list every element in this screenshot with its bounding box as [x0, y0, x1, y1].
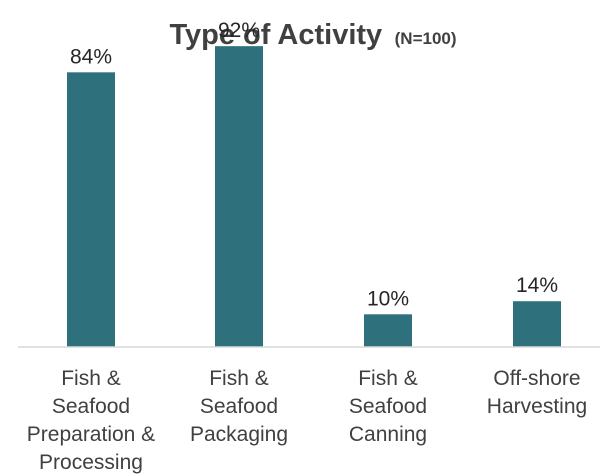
bar-1: [67, 72, 115, 347]
x-tick-label-line: Preparation &: [27, 423, 155, 446]
bars-group: [67, 46, 561, 347]
x-tick-label-line: Off-shore: [493, 367, 580, 390]
x-tick-label-3: Fish & Seafood Canning: [349, 367, 427, 446]
x-tick-label-line: Packaging: [190, 423, 288, 446]
data-label-1: 84%: [70, 45, 112, 68]
chart-title-main: Type of Activity: [169, 19, 382, 51]
data-label-4: 14%: [516, 274, 558, 297]
x-tick-label-line: Fish &: [209, 367, 269, 390]
data-label-3: 10%: [367, 287, 409, 310]
x-tick-label-line: Seafood: [52, 395, 130, 418]
bar-4: [513, 301, 561, 347]
x-tick-label-line: Fish &: [358, 367, 418, 390]
data-labels-group: 84% 92% 10% 14%: [70, 19, 558, 310]
bar-2: [215, 46, 263, 347]
x-tick-labels-group: Fish & Seafood Preparation & ProcessingFish…: [27, 367, 587, 474]
x-tick-label-2: Fish & Seafood Packaging: [190, 367, 288, 446]
x-tick-label-line: Seafood: [200, 395, 278, 418]
chart-title: Type of Activity (N=100): [169, 19, 456, 51]
x-tick-label-line: Harvesting: [487, 395, 587, 418]
data-label-2: 92%: [218, 19, 260, 42]
x-tick-label-line: Fish &: [61, 367, 121, 390]
x-tick-label-line: Seafood: [349, 395, 427, 418]
chart-title-subtitle: (N=100): [395, 29, 457, 48]
x-tick-label-1: Fish & Seafood Preparation & Processing: [27, 367, 155, 474]
x-tick-label-4: Off-shore Harvesting: [487, 367, 587, 418]
x-tick-label-line: Canning: [349, 423, 427, 446]
x-tick-label-line: Processing: [39, 451, 143, 474]
bar-3: [364, 314, 412, 347]
